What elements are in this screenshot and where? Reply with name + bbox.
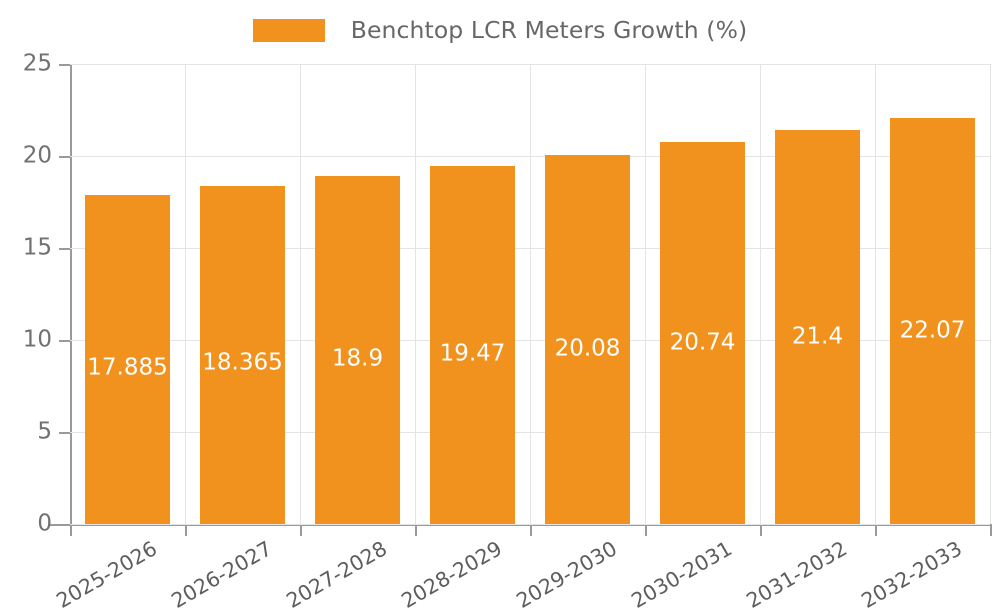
y-tick-label: 15 [22, 234, 52, 261]
x-tick-mark [530, 524, 532, 536]
bar-chart: Benchtop LCR Meters Growth (%) 0 5 10 15 20 2… [0, 14, 1000, 613]
y-tick-mark [59, 156, 70, 158]
bar-value-label: 17.885 [87, 354, 168, 381]
bar-value-label: 20.08 [554, 335, 621, 361]
bar-value-label: 18.9 [331, 345, 384, 372]
x-tick-label: 2027-2028 [281, 536, 391, 613]
y-tick-label: 5 [37, 418, 52, 445]
bar[interactable] [430, 165, 515, 524]
bar-value-label: 18.365 [202, 349, 283, 376]
gridline-vertical [300, 64, 301, 524]
y-tick-mark [59, 432, 70, 434]
x-tick-mark [300, 524, 302, 536]
legend-label: Benchtop LCR Meters Growth (%) [350, 16, 748, 44]
bar-value-label: 21.4 [791, 323, 844, 350]
x-tick-mark [760, 524, 762, 536]
gridline-vertical [645, 64, 646, 524]
x-tick-label: 2032-2033 [856, 536, 966, 613]
bar[interactable] [545, 154, 630, 524]
bar[interactable] [315, 176, 400, 524]
x-tick-mark [185, 524, 187, 536]
chart-legend: Benchtop LCR Meters Growth (%) [0, 14, 1000, 46]
x-tick-label: 2026-2027 [166, 536, 276, 613]
bar[interactable] [775, 130, 860, 524]
y-axis-line [70, 64, 72, 525]
bar[interactable] [660, 142, 745, 524]
y-tick-label: 0 [37, 510, 52, 537]
gridline-horizontal [70, 524, 990, 525]
gridline-vertical [415, 64, 416, 524]
x-tick-label: 2028-2029 [396, 536, 506, 613]
x-tick-label: 2031-2032 [741, 536, 851, 613]
y-tick-label: 20 [22, 142, 52, 169]
bar[interactable] [85, 194, 170, 524]
x-tick-label: 2030-2031 [626, 536, 736, 613]
legend-item-benchtop-lcr-meters-growth[interactable]: Benchtop LCR Meters Growth (%) [252, 16, 748, 44]
x-tick-mark [70, 524, 72, 536]
gridline-vertical [990, 64, 991, 524]
x-tick-mark [415, 524, 417, 536]
bar-value-label: 20.74 [669, 329, 736, 356]
y-tick-mark [59, 524, 70, 526]
y-tick-label: 25 [22, 50, 52, 77]
x-tick-mark [875, 524, 877, 536]
gridline-vertical [760, 64, 761, 524]
plot-area: 17.885 18.365 18.9 19.47 20.08 20.74 21.4 22.07 [70, 64, 991, 525]
y-tick-mark [59, 248, 70, 250]
gridline-vertical [530, 64, 531, 524]
gridline-vertical [185, 64, 186, 524]
x-tick-mark [645, 524, 647, 536]
bar[interactable] [890, 117, 975, 524]
x-tick-label: 2025-2026 [51, 536, 161, 613]
gridline-vertical [875, 64, 876, 524]
bar-value-label: 22.07 [899, 317, 966, 344]
y-tick-mark [59, 64, 70, 66]
bar[interactable] [200, 186, 285, 524]
y-tick-label: 10 [22, 326, 52, 353]
legend-color-swatch-icon [252, 18, 325, 42]
x-tick-mark [990, 524, 992, 536]
x-tick-label: 2029-2030 [511, 536, 621, 613]
y-tick-mark [59, 340, 70, 342]
bar-value-label: 19.47 [439, 340, 506, 367]
